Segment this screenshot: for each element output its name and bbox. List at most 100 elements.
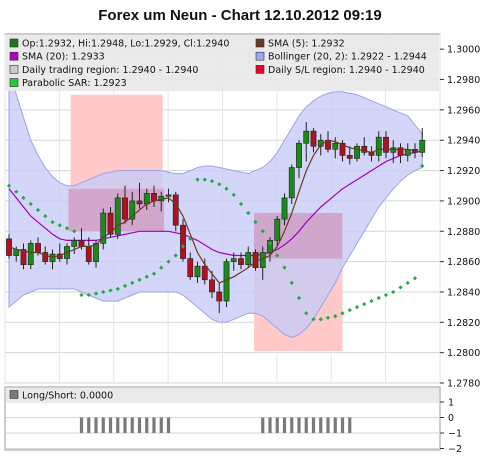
psar-dot bbox=[144, 274, 149, 279]
psar-dot bbox=[195, 177, 200, 182]
long-short-bar bbox=[340, 417, 345, 433]
candle-body bbox=[71, 240, 78, 247]
legend-swatch bbox=[9, 51, 19, 61]
psar-dot bbox=[260, 229, 265, 234]
candle-body bbox=[42, 252, 49, 262]
legend-label: SMA (20): 1.2933 bbox=[22, 52, 105, 63]
candle-body bbox=[85, 246, 92, 262]
psar-dot bbox=[354, 305, 360, 310]
y-tick-label: 1 bbox=[448, 398, 454, 409]
legend-box bbox=[6, 388, 439, 401]
y-tick-label: 1.2780 bbox=[447, 379, 480, 390]
legend-swatch bbox=[255, 65, 265, 74]
legend-label: Bollinger (20, 2): 1.2922 - 1.2944 bbox=[268, 52, 427, 63]
candle-body bbox=[20, 249, 27, 265]
psar-dot bbox=[267, 241, 273, 246]
legend-label: Parabolic SAR: 1.2923 bbox=[22, 78, 127, 89]
psar-dot bbox=[420, 163, 425, 169]
candle-body bbox=[216, 291, 223, 302]
candle-body bbox=[296, 142, 302, 168]
long-short-bar bbox=[326, 417, 330, 433]
psar-dot bbox=[202, 177, 207, 182]
legend-swatch bbox=[9, 390, 19, 399]
candle-body bbox=[397, 147, 404, 156]
long-short-bar bbox=[275, 417, 279, 433]
psar-dot bbox=[391, 289, 396, 295]
candle-body bbox=[143, 193, 150, 205]
candle-body bbox=[332, 142, 339, 150]
sma5-line bbox=[8, 139, 423, 284]
long-short-bar bbox=[108, 417, 113, 433]
psar-dot bbox=[405, 280, 410, 285]
long-short-bar bbox=[130, 417, 134, 433]
y-tick-label: −1 bbox=[448, 429, 462, 440]
candle-body bbox=[114, 197, 121, 235]
long-short-bars bbox=[79, 417, 352, 433]
psar-dot bbox=[180, 244, 186, 249]
psar-dot bbox=[296, 295, 302, 301]
candle-body bbox=[209, 279, 215, 293]
psar-dot bbox=[383, 292, 389, 298]
chart-title: Forex um Neun - Chart 12.10.2012 09:19 bbox=[98, 7, 381, 24]
y-tick-label: 1.2800 bbox=[447, 348, 480, 359]
psar-dot bbox=[28, 201, 33, 207]
psar-dot bbox=[21, 195, 26, 200]
candle-body bbox=[93, 243, 99, 262]
long-short-gridlines bbox=[5, 401, 440, 449]
long-short-y-axis: 1 0 −1 −2 bbox=[440, 398, 462, 455]
legend-label: SMA (5): 1.2932 bbox=[268, 39, 345, 50]
y-tick-label: 1.2860 bbox=[447, 257, 480, 268]
candle-body bbox=[136, 200, 143, 205]
candle-body bbox=[165, 194, 172, 197]
price-y-axis: 1.2780 1.2800 1.2820 1.2840 1.2860 1.2880 1.29… bbox=[440, 45, 480, 390]
psar-dot bbox=[50, 220, 55, 225]
y-tick-label: 1.2980 bbox=[447, 75, 480, 86]
psar-dot bbox=[398, 285, 403, 290]
psar-dot bbox=[14, 189, 19, 194]
psar-dot bbox=[35, 207, 41, 213]
candle-body bbox=[230, 258, 237, 262]
psar-dot bbox=[166, 259, 171, 264]
psar-dot bbox=[72, 229, 77, 234]
psar-dot bbox=[376, 295, 381, 301]
psar-dot bbox=[238, 201, 244, 207]
psar-dot bbox=[253, 220, 258, 225]
long-short-bar bbox=[166, 417, 171, 433]
legend-swatch bbox=[255, 38, 265, 48]
long-short-panel: 1 0 −1 −2 Long/Short: 0.0000 bbox=[4, 386, 462, 455]
psar-dot bbox=[304, 311, 309, 316]
candle-body bbox=[238, 258, 244, 265]
psar-dot bbox=[130, 280, 135, 285]
y-tick-label: 1.2880 bbox=[447, 227, 480, 238]
candle-body bbox=[100, 212, 107, 244]
psar-dot bbox=[224, 186, 229, 191]
candle-body bbox=[107, 212, 114, 235]
candle-body bbox=[35, 243, 41, 253]
candle-body bbox=[310, 130, 317, 147]
candle-body bbox=[390, 147, 397, 153]
y-tick-label: 1.2940 bbox=[447, 136, 480, 147]
candle-body bbox=[78, 240, 85, 247]
long-short-bar bbox=[268, 417, 272, 433]
psar-dot bbox=[64, 226, 70, 231]
psar-dot bbox=[188, 236, 193, 241]
candle-body bbox=[303, 130, 310, 144]
candle-body bbox=[122, 197, 128, 220]
psar-dot bbox=[217, 182, 222, 187]
long-short-bar bbox=[348, 417, 352, 433]
candle-body bbox=[151, 193, 157, 202]
candle-body bbox=[172, 194, 179, 226]
psar-dot bbox=[275, 253, 280, 258]
candle-body bbox=[339, 142, 346, 156]
y-tick-label: 1.2920 bbox=[447, 166, 480, 177]
candle-body bbox=[354, 145, 360, 159]
candle-body bbox=[361, 145, 368, 153]
psar-dot bbox=[246, 210, 251, 216]
psar-dot bbox=[159, 265, 164, 270]
candle-body bbox=[259, 252, 266, 268]
candle-body bbox=[194, 265, 201, 278]
y-tick-label: 1.2960 bbox=[447, 105, 480, 116]
long-short-bar bbox=[290, 417, 294, 433]
long-short-bar bbox=[319, 417, 323, 433]
